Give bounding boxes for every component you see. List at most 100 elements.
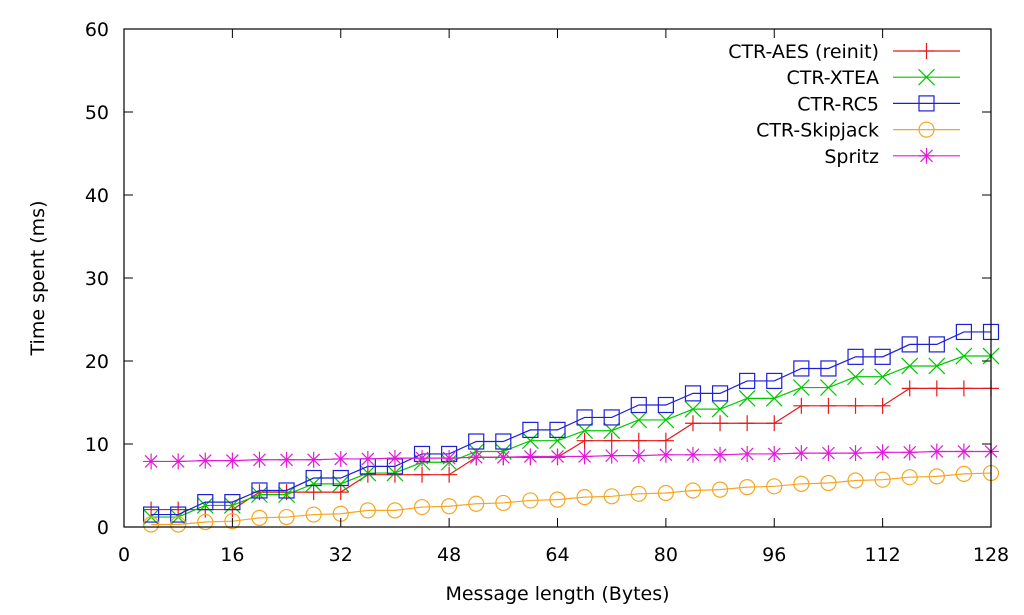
data-point [820,474,837,492]
data-point [170,516,187,533]
data-point [847,397,864,414]
data-point [251,509,268,526]
data-point [468,495,485,512]
data-point [657,484,674,502]
data-point [793,360,810,377]
data-point [739,479,756,496]
data-point [793,475,810,492]
data-point [386,466,403,483]
data-point [224,513,241,530]
data-point [766,415,783,432]
series-line [151,387,991,511]
legend: CTR-AES (reinit) CTR-XTEA CTR-RC5 CTR-Skipj… [728,41,960,168]
data-point [441,466,458,483]
legend-label: CTR-AES (reinit) [728,41,879,63]
legend-entry: CTR-RC5 [797,93,960,115]
data-point [603,409,620,426]
data-point [603,432,620,449]
y-tick-label: 20 [85,351,109,373]
data-point [847,472,864,489]
data-point [170,453,187,470]
data-point [576,409,593,426]
data-point [386,450,403,467]
data-point [576,448,593,465]
data-point [224,494,241,511]
data-point [684,482,702,499]
data-point [657,446,674,463]
data-point [603,488,620,505]
legend-label: CTR-RC5 [797,93,879,115]
x-tick-label: 128 [973,544,1009,566]
data-point [576,489,593,506]
series-2 [142,323,1000,523]
data-point [711,400,729,418]
legend-label: CTR-Skipjack [756,120,879,142]
data-point [657,432,674,449]
data-point [278,482,295,499]
x-tick-label: 64 [545,544,569,566]
y-tick-label: 0 [97,517,109,539]
data-point [305,506,322,523]
data-point [413,498,431,516]
data-point [820,360,837,377]
legend-label: CTR-XTEA [786,67,879,89]
data-point [549,491,566,508]
data-point [305,484,322,501]
data-point [928,357,946,375]
y-tick-label: 10 [85,434,109,456]
data-point [278,451,295,468]
data-point [143,453,160,470]
series-1 [142,347,1000,526]
data-point [874,348,891,365]
x-tick-label: 48 [437,544,461,566]
data-point [359,502,376,519]
data-point [197,513,214,531]
data-point [522,448,539,465]
y-axis-label: Time spent (ms) [27,201,49,357]
data-point [386,464,404,482]
data-point [495,449,512,466]
data-point [521,432,539,450]
data-point [468,449,485,466]
series-4 [143,443,999,470]
data-point [630,447,647,464]
data-point [739,415,756,432]
data-point [712,415,729,432]
data-point [928,468,945,485]
data-point [630,432,647,449]
data-point [739,372,756,390]
data-point [170,506,187,523]
data-point [901,469,918,486]
data-point [630,396,647,414]
data-point [522,421,539,438]
data-point [765,389,783,407]
x-tick-label: 96 [762,544,786,566]
legend-marker [918,121,935,138]
data-point [278,508,295,526]
data-point [495,433,512,450]
series-line [151,472,992,526]
data-point [739,445,756,462]
legend-label: Spritz [824,146,879,168]
data-point [251,482,268,499]
y-tick-label: 40 [85,185,109,207]
data-point [847,348,864,365]
legend-marker [918,68,935,86]
data-point [414,450,431,467]
data-point [549,421,566,438]
data-point [901,380,918,397]
data-point [630,485,647,502]
data-point [874,397,891,414]
data-point [305,451,322,468]
data-point [143,501,160,518]
data-point [197,452,214,469]
data-point [874,368,892,386]
legend-entry: CTR-XTEA [786,67,960,89]
data-point [197,494,214,511]
x-tick-label: 80 [654,544,678,566]
data-point [820,397,837,414]
data-point [657,411,675,429]
legend-marker [918,147,935,164]
data-point [684,446,701,463]
data-point [711,481,729,498]
